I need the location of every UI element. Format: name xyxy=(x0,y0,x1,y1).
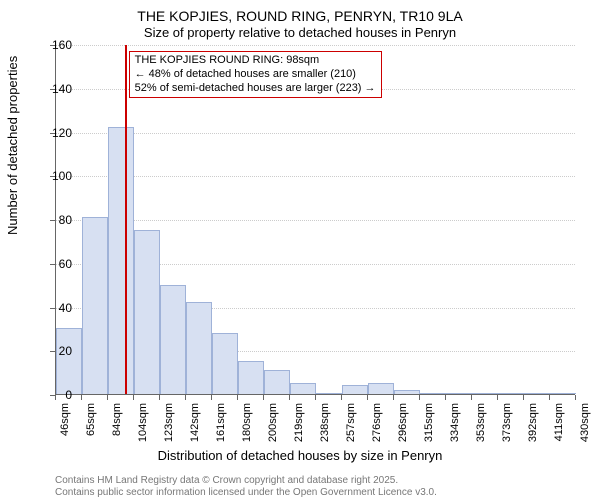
xtick-label: 238sqm xyxy=(319,403,331,449)
xtick-mark xyxy=(419,395,420,400)
ytick-mark xyxy=(50,176,55,177)
x-axis-label: Distribution of detached houses by size … xyxy=(0,448,600,463)
xtick-mark xyxy=(575,395,576,400)
xtick-mark xyxy=(159,395,160,400)
histogram-bar xyxy=(82,217,108,394)
ytick-mark xyxy=(50,264,55,265)
callout-box: THE KOPJIES ROUND RING: 98sqm← 48% of de… xyxy=(129,51,382,98)
xtick-label: 219sqm xyxy=(293,403,305,449)
xtick-label: 161sqm xyxy=(215,403,227,449)
xtick-mark xyxy=(263,395,264,400)
histogram-bar xyxy=(550,393,576,394)
ytick-mark xyxy=(50,351,55,352)
callout-line2: ← 48% of detached houses are smaller (21… xyxy=(135,68,376,82)
property-marker-line xyxy=(125,45,127,394)
histogram-bar xyxy=(134,230,160,394)
xtick-mark xyxy=(523,395,524,400)
xtick-label: 104sqm xyxy=(137,403,149,449)
chart-title-line1: THE KOPJIES, ROUND RING, PENRYN, TR10 9L… xyxy=(0,8,600,24)
callout-line1: THE KOPJIES ROUND RING: 98sqm xyxy=(135,54,376,68)
xtick-mark xyxy=(185,395,186,400)
xtick-label: 430sqm xyxy=(579,403,591,449)
plot-area: THE KOPJIES ROUND RING: 98sqm← 48% of de… xyxy=(55,45,575,395)
histogram-bar xyxy=(264,370,290,394)
xtick-mark xyxy=(497,395,498,400)
ytick-mark xyxy=(50,133,55,134)
histogram-bar xyxy=(472,393,498,394)
xtick-mark xyxy=(133,395,134,400)
y-axis-label: Number of detached properties xyxy=(5,56,20,235)
chart-title-line2: Size of property relative to detached ho… xyxy=(0,25,600,40)
xtick-mark xyxy=(471,395,472,400)
xtick-mark xyxy=(393,395,394,400)
xtick-label: 142sqm xyxy=(189,403,201,449)
xtick-mark xyxy=(445,395,446,400)
gridline xyxy=(56,45,575,46)
xtick-mark xyxy=(81,395,82,400)
histogram-bar xyxy=(238,361,264,394)
xtick-mark xyxy=(107,395,108,400)
xtick-label: 276sqm xyxy=(371,403,383,449)
histogram-bar xyxy=(186,302,212,394)
histogram-bar xyxy=(160,285,186,394)
ytick-mark xyxy=(50,220,55,221)
xtick-label: 334sqm xyxy=(449,403,461,449)
xtick-label: 353sqm xyxy=(475,403,487,449)
ytick-mark xyxy=(50,308,55,309)
histogram-bar xyxy=(368,383,394,394)
histogram-bar xyxy=(394,390,420,394)
xtick-label: 296sqm xyxy=(397,403,409,449)
histogram-bar xyxy=(342,385,368,394)
histogram-bar xyxy=(420,393,446,394)
xtick-mark xyxy=(289,395,290,400)
xtick-mark xyxy=(55,395,56,400)
ytick-mark xyxy=(50,45,55,46)
histogram-bar xyxy=(290,383,316,394)
footer-attribution: Contains HM Land Registry data © Crown c… xyxy=(55,475,437,498)
footer-line1: Contains HM Land Registry data © Crown c… xyxy=(55,475,437,487)
histogram-bar xyxy=(446,393,472,394)
histogram-bar xyxy=(108,127,134,394)
xtick-mark xyxy=(315,395,316,400)
histogram-bar xyxy=(56,328,82,394)
histogram-bar xyxy=(212,333,238,394)
xtick-label: 315sqm xyxy=(423,403,435,449)
ytick-mark xyxy=(50,89,55,90)
xtick-mark xyxy=(211,395,212,400)
xtick-label: 123sqm xyxy=(163,403,175,449)
xtick-label: 257sqm xyxy=(345,403,357,449)
xtick-mark xyxy=(367,395,368,400)
xtick-mark xyxy=(549,395,550,400)
xtick-label: 411sqm xyxy=(553,403,565,449)
xtick-label: 46sqm xyxy=(59,403,71,449)
xtick-mark xyxy=(237,395,238,400)
xtick-label: 180sqm xyxy=(241,403,253,449)
footer-line2: Contains public sector information licen… xyxy=(55,487,437,499)
xtick-label: 65sqm xyxy=(85,403,97,449)
xtick-label: 392sqm xyxy=(527,403,539,449)
xtick-mark xyxy=(341,395,342,400)
histogram-bar xyxy=(498,393,524,394)
xtick-label: 373sqm xyxy=(501,403,513,449)
callout-line3: 52% of semi-detached houses are larger (… xyxy=(135,82,376,96)
xtick-label: 200sqm xyxy=(267,403,279,449)
xtick-label: 84sqm xyxy=(111,403,123,449)
histogram-bar xyxy=(524,393,550,394)
histogram-bar xyxy=(316,393,342,394)
